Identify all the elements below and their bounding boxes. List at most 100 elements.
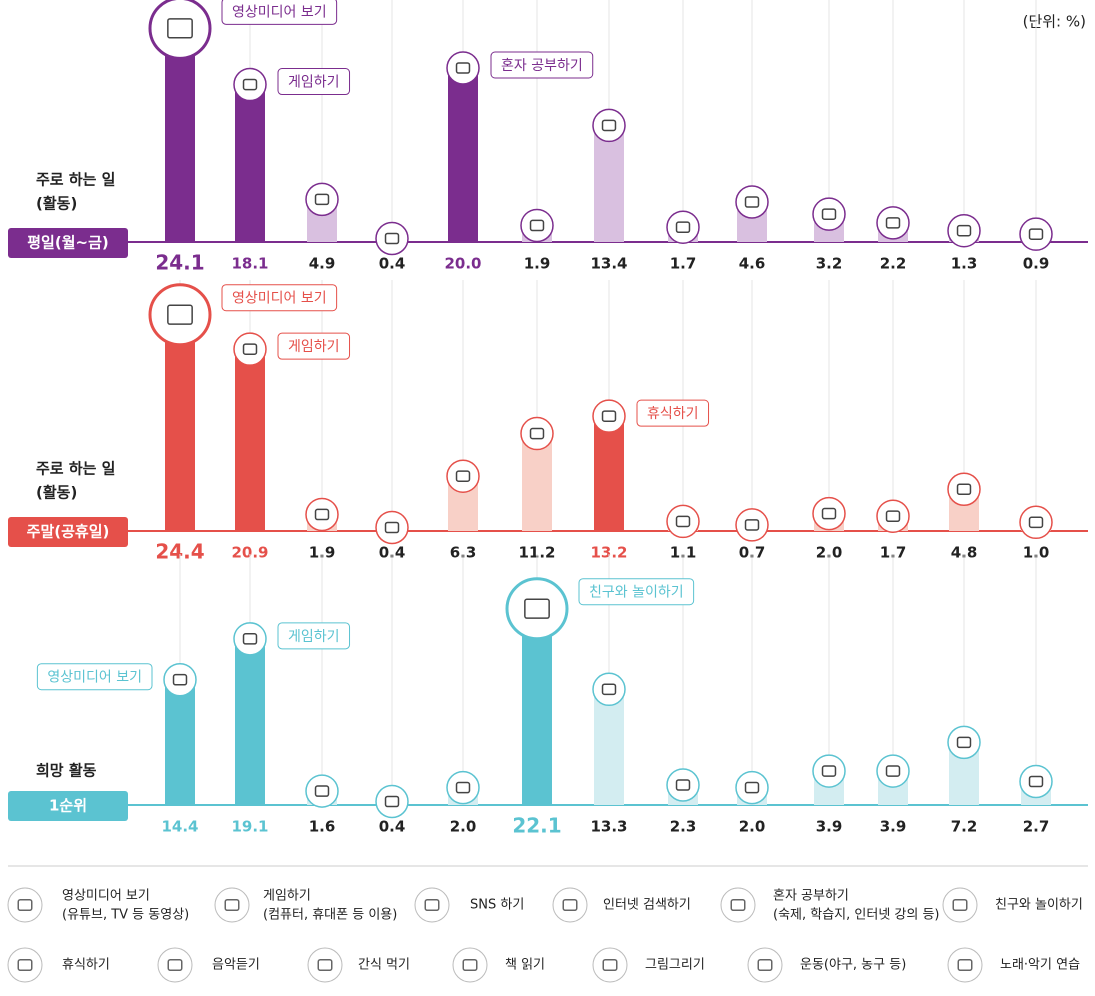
icon — [812, 197, 846, 231]
callout-text: 영상미디어 보기 — [47, 670, 142, 686]
value-label: 13.4 — [590, 255, 627, 273]
bar — [165, 32, 195, 242]
icon — [375, 221, 409, 256]
icon-glyph — [529, 219, 545, 232]
value-label: 0.4 — [379, 255, 406, 273]
badge — [8, 791, 128, 821]
icon — [446, 459, 480, 493]
value-label: 4.9 — [309, 255, 336, 273]
icon-glyph — [524, 598, 550, 619]
icon-glyph — [675, 221, 691, 233]
badge-text: 주말(공휴일) — [27, 523, 110, 541]
icon-glyph — [885, 765, 901, 777]
badge — [8, 517, 128, 547]
icon — [1019, 505, 1053, 540]
panel-label: 주로 하는 일 — [36, 460, 115, 478]
icon-glyph — [455, 62, 471, 74]
icon-glyph — [314, 508, 330, 521]
icon-glyph — [384, 795, 400, 808]
bar — [235, 638, 265, 805]
callout-box — [490, 51, 594, 79]
icon-glyph — [167, 959, 183, 971]
icon — [148, 0, 212, 60]
icon-glyph — [885, 217, 901, 229]
icon-glyph — [956, 736, 972, 749]
icon-glyph — [601, 683, 617, 696]
callout-box — [277, 68, 351, 96]
callout-text: 게임하기 — [288, 339, 340, 355]
bar — [165, 318, 195, 531]
icon-glyph — [167, 304, 193, 325]
legend-icon — [157, 947, 193, 983]
icon — [305, 774, 339, 808]
icon — [666, 768, 700, 802]
icon — [812, 754, 846, 788]
icon — [735, 770, 769, 805]
icon — [592, 672, 626, 707]
icon-glyph — [744, 781, 760, 794]
icon-glyph — [455, 470, 471, 482]
icon-glyph — [956, 483, 972, 496]
value-label: 3.9 — [816, 818, 843, 836]
icon-glyph — [956, 224, 972, 237]
legend-icon — [947, 947, 983, 983]
icon — [1019, 764, 1053, 799]
icon — [375, 510, 409, 545]
callout-box — [221, 284, 338, 312]
value-label: 22.1 — [512, 814, 561, 838]
callout-text: 영상미디어 보기 — [232, 291, 327, 307]
icon-glyph — [1028, 775, 1044, 788]
panel-label: (활동) — [36, 484, 77, 502]
icon — [446, 770, 480, 805]
icon-glyph — [455, 781, 471, 794]
legend-sub: (컴퓨터, 휴대폰 등 이용) — [263, 908, 397, 923]
icon — [735, 508, 769, 542]
icon-glyph — [744, 519, 760, 531]
icon — [735, 185, 769, 219]
value-label: 3.9 — [880, 818, 907, 836]
value-label: 0.9 — [1023, 255, 1050, 273]
value-label: 1.7 — [880, 544, 907, 562]
icon — [148, 283, 212, 347]
icon — [233, 67, 267, 102]
legend-name: 영상미디어 보기 — [62, 889, 150, 904]
value-label: 11.2 — [518, 544, 555, 562]
value-label: 1.6 — [309, 818, 336, 836]
icon-glyph — [172, 673, 188, 686]
value-label: 1.9 — [524, 255, 551, 273]
legend-name: 친구와 놀이하기 — [995, 898, 1083, 913]
legend-icon — [552, 887, 588, 923]
callout-box — [636, 399, 710, 427]
value-label: 2.0 — [450, 818, 477, 836]
value-label: 1.0 — [1023, 544, 1050, 562]
legend-name: 책 읽기 — [505, 958, 545, 973]
legend-icon — [592, 947, 628, 983]
icon-glyph — [885, 510, 901, 523]
icon-glyph — [17, 959, 33, 971]
legend-name: 노래·악기 연습 — [1000, 958, 1080, 973]
icon — [876, 499, 910, 533]
callout-box — [277, 622, 351, 650]
icon — [375, 784, 409, 819]
legend-name: 운동(야구, 농구 등) — [800, 958, 906, 973]
legend-icon — [214, 887, 250, 923]
callout-text: 게임하기 — [288, 629, 340, 645]
icon — [592, 108, 626, 143]
value-label: 19.1 — [231, 818, 268, 836]
icon-glyph — [314, 193, 330, 206]
value-label: 24.1 — [155, 251, 204, 275]
icon — [666, 210, 700, 244]
value-label: 1.3 — [951, 255, 978, 273]
value-label: 18.1 — [231, 255, 268, 273]
legend-icon — [414, 887, 450, 923]
icon-glyph — [675, 515, 691, 528]
icon-glyph — [821, 765, 837, 777]
badge — [8, 228, 128, 258]
icon-glyph — [167, 18, 193, 39]
legend-name: 휴식하기 — [62, 958, 110, 973]
value-label: 2.7 — [1023, 818, 1050, 836]
value-label: 13.3 — [590, 818, 627, 836]
icon-glyph — [757, 959, 773, 971]
icon-glyph — [730, 899, 746, 911]
